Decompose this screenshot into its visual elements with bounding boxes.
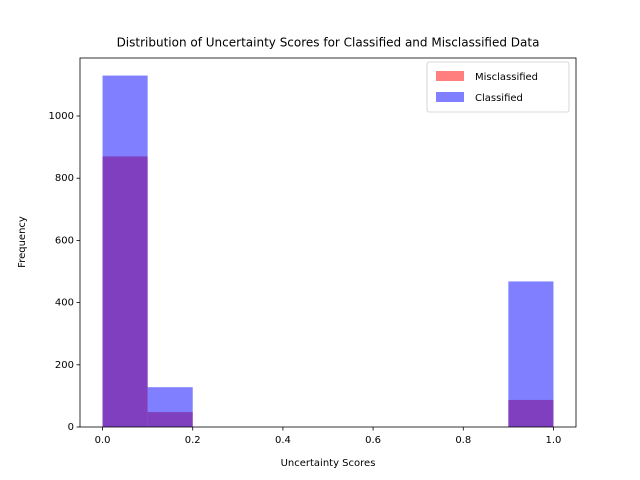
y-tick-label: 400 xyxy=(55,298,74,309)
y-axis-label: Frequency xyxy=(17,216,28,268)
y-tick-label: 0 xyxy=(68,422,74,433)
chart-title: Distribution of Uncertainty Scores for C… xyxy=(117,36,540,50)
legend-label: Misclassified xyxy=(475,72,538,83)
legend-swatch xyxy=(436,71,464,81)
legend-swatch xyxy=(436,92,464,102)
y-tick-label: 600 xyxy=(55,235,74,246)
legend-label: Classified xyxy=(475,93,523,104)
x-axis-label: Uncertainty Scores xyxy=(281,458,376,469)
x-tick-label: 0.4 xyxy=(275,435,291,446)
axes-frame xyxy=(79,57,577,428)
y-tick-label: 800 xyxy=(55,173,74,184)
y-tick-label: 200 xyxy=(55,360,74,371)
x-tick-label: 0.6 xyxy=(365,435,381,446)
legend-box xyxy=(426,61,570,113)
y-tick-label: 1000 xyxy=(49,111,74,122)
x-tick-label: 0.8 xyxy=(455,435,471,446)
histogram-bar xyxy=(102,75,148,428)
x-tick-label: 0.2 xyxy=(185,435,201,446)
x-tick-label: 0.0 xyxy=(95,435,111,446)
histogram-bar xyxy=(508,281,554,427)
histogram-bar xyxy=(147,387,193,427)
x-tick-label: 1.0 xyxy=(546,435,562,446)
